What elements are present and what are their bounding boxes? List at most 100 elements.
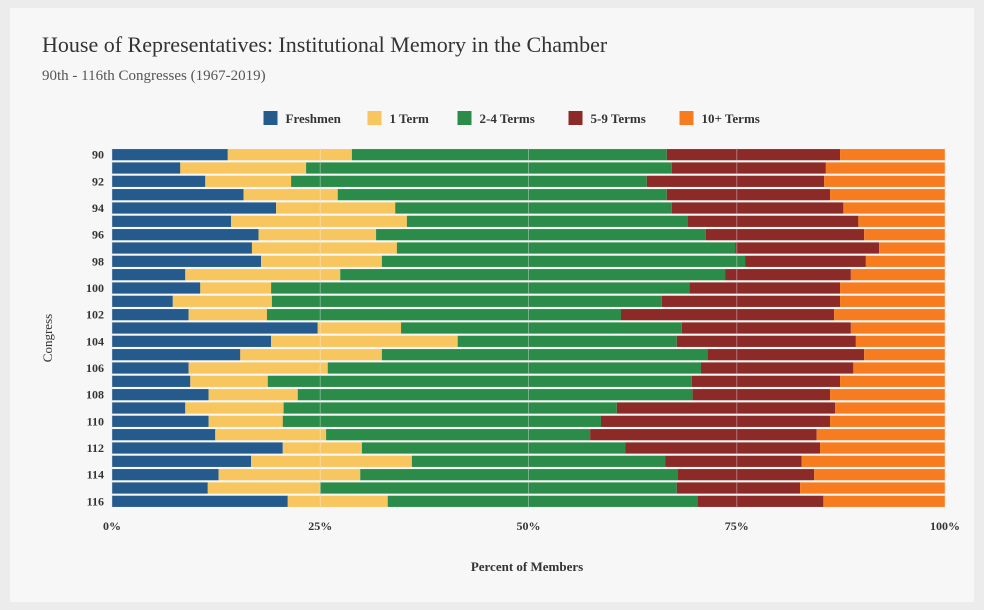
bar-segment — [112, 309, 189, 321]
bar-segment — [112, 455, 252, 467]
bar-segment — [814, 469, 945, 481]
bar-segment — [676, 482, 801, 494]
y-tick-label: 92 — [92, 174, 104, 188]
bar-segment — [671, 202, 844, 214]
bar-segment — [190, 375, 268, 387]
y-tick-label: 112 — [87, 441, 104, 455]
bar-segment — [112, 149, 228, 161]
bar-segment — [112, 442, 283, 454]
bar-segment — [590, 429, 817, 441]
bar-segment — [112, 175, 206, 187]
bar-segment — [112, 229, 259, 241]
bar-segment — [227, 149, 352, 161]
bar-segment — [616, 402, 836, 414]
bar-segment — [801, 455, 945, 467]
y-tick-label: 100 — [86, 281, 104, 295]
legend-label: 2-4 Terms — [480, 111, 535, 126]
bar-segment — [188, 309, 267, 321]
bar-segment — [112, 482, 208, 494]
bar-segment — [112, 282, 201, 294]
legend-label: 10+ Terms — [702, 111, 760, 126]
bar-segment — [251, 455, 412, 467]
bar-segment — [320, 482, 677, 494]
bar-segment — [287, 495, 388, 507]
bar-segment — [381, 349, 708, 361]
bar-segment — [600, 415, 831, 427]
bar-segment — [850, 269, 945, 281]
bar-segment — [258, 229, 377, 241]
card: House of Representatives: Institutional … — [10, 8, 974, 602]
bar-segment — [185, 269, 341, 281]
legend-swatch — [457, 111, 472, 125]
bar-segment — [725, 269, 851, 281]
x-tick-label: 100% — [930, 519, 960, 533]
bar-segment — [666, 189, 831, 201]
y-axis-label: Congress — [40, 314, 55, 362]
x-axis-label: Percent of Members — [471, 559, 583, 574]
bar-segment — [411, 455, 666, 467]
bar-segment — [180, 162, 307, 174]
bar-segment — [850, 322, 945, 334]
bar-segment — [830, 415, 945, 427]
bar-segment — [816, 429, 945, 441]
bar-segment — [112, 362, 189, 374]
bar-segment — [317, 322, 402, 334]
bar-segment — [208, 415, 283, 427]
bar-segment — [112, 335, 272, 347]
bar-segment — [207, 482, 321, 494]
bar-segment — [834, 309, 945, 321]
x-tick-label: 25% — [308, 519, 332, 533]
x-tick-label: 50% — [517, 519, 541, 533]
bar-segment — [276, 202, 396, 214]
bar-segment — [271, 335, 458, 347]
bar-segment — [381, 255, 746, 267]
bar-segment — [251, 242, 397, 254]
bar-segment — [200, 282, 272, 294]
bar-segment — [692, 389, 831, 401]
y-tick-label: 104 — [86, 334, 104, 348]
bar-segment — [337, 189, 667, 201]
bar-segment — [205, 175, 292, 187]
bar-segment — [840, 375, 945, 387]
bar-segment — [825, 162, 945, 174]
bar-segment — [824, 175, 945, 187]
y-tick-label: 102 — [86, 308, 104, 322]
bar-segment — [853, 362, 945, 374]
bar-segment — [625, 442, 821, 454]
bar-segment — [306, 162, 672, 174]
y-tick-label: 96 — [92, 228, 104, 242]
bar-segment — [840, 282, 945, 294]
x-tick-label: 75% — [725, 519, 749, 533]
chart-title: House of Representatives: Institutional … — [42, 32, 608, 57]
bar-segment — [351, 149, 667, 161]
bar-segment — [266, 309, 621, 321]
bar-segment — [840, 295, 945, 307]
bar-segment — [666, 149, 841, 161]
bar-segment — [843, 202, 945, 214]
bar-segment — [705, 229, 865, 241]
bar-segment — [112, 349, 241, 361]
y-tick-label: 116 — [87, 494, 104, 508]
bar-segment — [671, 162, 826, 174]
bar-segment — [676, 335, 856, 347]
bar-segment — [261, 255, 382, 267]
bar-segment — [665, 455, 802, 467]
bar-segment — [681, 322, 851, 334]
bar-segment — [677, 469, 815, 481]
chart-subtitle: 90th - 116th Congresses (1967-2019) — [42, 68, 266, 84]
bar-segment — [282, 442, 362, 454]
bar-segment — [735, 242, 880, 254]
bar-segment — [112, 269, 186, 281]
bar-segment — [172, 295, 272, 307]
bar-segment — [112, 389, 209, 401]
legend-label: Freshmen — [286, 111, 342, 126]
bar-segment — [185, 402, 284, 414]
bar-segment — [326, 429, 591, 441]
bar-segment — [376, 229, 706, 241]
y-tick-label: 94 — [92, 201, 104, 215]
bar-segment — [112, 202, 277, 214]
bar-segment — [457, 335, 677, 347]
bar-segment — [800, 482, 945, 494]
bar-segment — [840, 149, 945, 161]
y-tick-label: 98 — [92, 254, 104, 268]
